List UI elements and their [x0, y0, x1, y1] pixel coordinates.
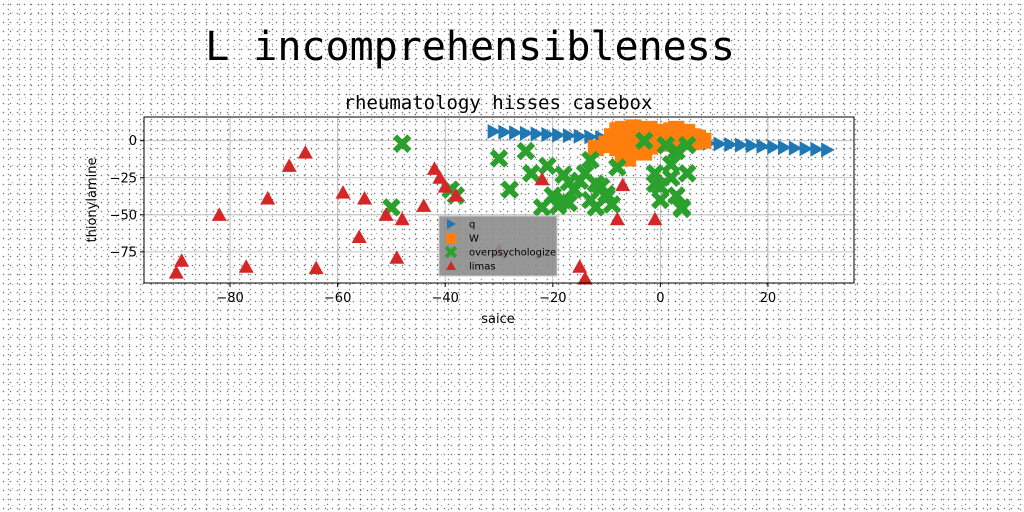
- data-point: [577, 271, 593, 285]
- data-point: [651, 190, 670, 210]
- data-point: [516, 141, 536, 161]
- x-tick-label: 0: [656, 291, 664, 306]
- data-point: [426, 161, 442, 175]
- data-point: [810, 141, 824, 157]
- data-point: [788, 140, 803, 156]
- y-tick-label: −50: [110, 208, 137, 223]
- data-point: [745, 138, 760, 154]
- x-tick-label: 20: [760, 291, 777, 306]
- data-point: [487, 124, 502, 140]
- legend-marker: [447, 219, 456, 229]
- data-point: [530, 126, 545, 142]
- data-point: [378, 207, 394, 221]
- data-point: [308, 260, 324, 275]
- data-point: [647, 211, 663, 226]
- data-point: [667, 141, 686, 161]
- legend-label: limas: [469, 262, 496, 273]
- data-point: [498, 124, 512, 140]
- data-point: [778, 140, 792, 156]
- data-point: [735, 137, 749, 153]
- data-point: [609, 211, 625, 226]
- legend-marker: [446, 261, 456, 270]
- data-point: [767, 139, 781, 155]
- data-point: [174, 253, 190, 267]
- data-point: [724, 137, 738, 153]
- data-point: [552, 127, 566, 143]
- data-point: [297, 145, 313, 159]
- legend-marker: [446, 233, 456, 243]
- legend-marker: [444, 245, 458, 259]
- data-point: [634, 131, 654, 150]
- x-axis-label: saice: [481, 312, 515, 327]
- series-overpsychologize: [382, 131, 697, 219]
- data-point: [351, 229, 367, 244]
- data-point: [509, 125, 523, 141]
- data-point: [562, 128, 577, 144]
- y-tick-label: −25: [110, 171, 137, 186]
- legend-box: [438, 215, 558, 277]
- series-W: [587, 119, 712, 167]
- data-point: [672, 199, 692, 219]
- y-tick-label: −75: [110, 245, 137, 260]
- data-point: [543, 186, 563, 205]
- axis-ticks: −80 −60 −40 −20 0 20 0 −25 −50 −75: [110, 134, 777, 306]
- data-point: [489, 149, 509, 168]
- data-point: [522, 164, 541, 183]
- data-point: [211, 207, 227, 221]
- data-point: [335, 185, 351, 199]
- data-point: [756, 138, 771, 154]
- data-point: [559, 193, 579, 213]
- data-point: [581, 150, 600, 170]
- x-tick-label: −40: [431, 291, 458, 306]
- plot-frame: [143, 116, 855, 284]
- x-tick-label: −20: [539, 291, 566, 306]
- data-point: [667, 186, 686, 205]
- data-point: [554, 165, 573, 185]
- data-point: [538, 156, 557, 176]
- data-point: [645, 174, 665, 193]
- data-point: [572, 259, 588, 273]
- data-point: [260, 191, 276, 205]
- data-point: [661, 168, 681, 188]
- x-tick-label: −80: [216, 291, 243, 306]
- chart-title: rheumatology hisses casebox: [344, 92, 653, 114]
- data-point: [573, 128, 588, 144]
- data-point: [534, 171, 550, 186]
- data-point: [416, 198, 432, 212]
- series-limas: [168, 145, 663, 285]
- data-point: [519, 125, 534, 141]
- data-point: [608, 158, 627, 177]
- data-point: [541, 126, 555, 142]
- data-point: [500, 180, 520, 199]
- y-tick-label: 0: [129, 134, 137, 149]
- data-point: [392, 134, 412, 153]
- plot-area: [168, 119, 835, 285]
- data-point: [448, 188, 464, 202]
- data-point: [677, 135, 697, 155]
- data-point: [799, 141, 814, 157]
- data-point: [281, 158, 297, 172]
- data-point: [677, 164, 697, 183]
- data-point: [597, 187, 616, 207]
- figure-title: L incomprehensibleness: [205, 24, 735, 70]
- data-point: [656, 135, 676, 155]
- data-point: [821, 142, 835, 158]
- data-point: [584, 129, 598, 145]
- legend-label: W: [469, 234, 479, 245]
- data-point: [432, 170, 448, 184]
- data-point: [394, 211, 410, 226]
- legend-label: q: [469, 220, 475, 231]
- x-tick-label: −60: [324, 291, 351, 306]
- data-point: [437, 179, 453, 193]
- data-point: [713, 136, 728, 152]
- legend-label: overpsychologize: [469, 248, 556, 259]
- data-point: [168, 265, 184, 279]
- y-axis-label: thionylamine: [85, 158, 100, 243]
- data-point: [357, 191, 373, 205]
- data-point: [238, 259, 254, 273]
- data-point: [615, 177, 631, 192]
- data-point: [389, 250, 405, 264]
